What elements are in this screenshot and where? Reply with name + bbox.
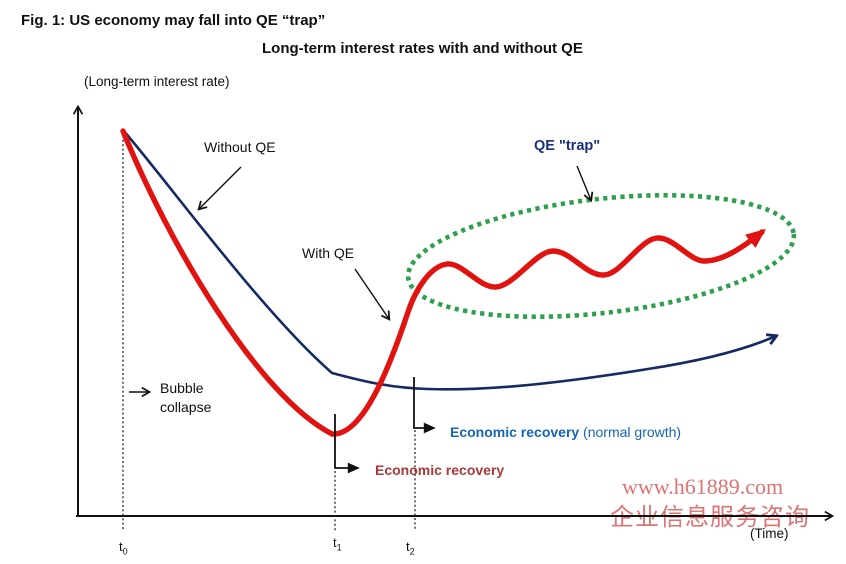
with-qe-label: With QE <box>302 245 355 261</box>
qe-trap-ellipse <box>405 192 797 320</box>
economic-recovery-normal-label: Economic recovery (normal growth) <box>450 424 681 440</box>
with-qe-curve <box>120 128 766 437</box>
tick-t0: t0 <box>119 539 128 557</box>
tick-t1-sub: 1 <box>336 542 342 553</box>
tick-t1: t1 <box>333 535 342 553</box>
watermark-cjk: 企业信息服务咨询 <box>610 504 810 531</box>
economic-recovery-normal-bold: Economic recovery <box>450 424 580 440</box>
tick-t2-base: t <box>406 539 410 554</box>
watermark-url: www.h61889.com <box>622 474 784 499</box>
tick-t2-sub: 2 <box>409 546 415 557</box>
tick-t0-sub: 0 <box>122 546 128 557</box>
without-qe-arrow <box>199 166 242 209</box>
bubble-collapse-label: Bubble collapse <box>160 380 212 415</box>
tick-t0-base: t <box>119 539 123 554</box>
without-qe-curve <box>122 129 776 391</box>
tick-t2: t2 <box>406 539 415 557</box>
economic-recovery-label: Economic recovery <box>375 462 505 478</box>
qe-trap-arrow <box>576 165 591 200</box>
tick-t1-base: t <box>333 535 337 550</box>
t2-recovery-connector <box>413 377 436 434</box>
with-qe-arrow <box>354 268 389 319</box>
x-axis-label: (Time) <box>750 526 789 541</box>
y-axis-label: (Long-term interest rate) <box>84 74 230 89</box>
without-qe-label: Without QE <box>204 139 276 155</box>
normal-growth-suffix: (normal growth) <box>579 424 682 440</box>
chart-title: Long-term interest rates with and withou… <box>262 40 583 57</box>
t1-recovery-connector <box>334 414 360 474</box>
figure-title: Fig. 1: US economy may fall into QE “tra… <box>21 12 326 29</box>
qe-trap-label: QE "trap" <box>534 138 601 154</box>
